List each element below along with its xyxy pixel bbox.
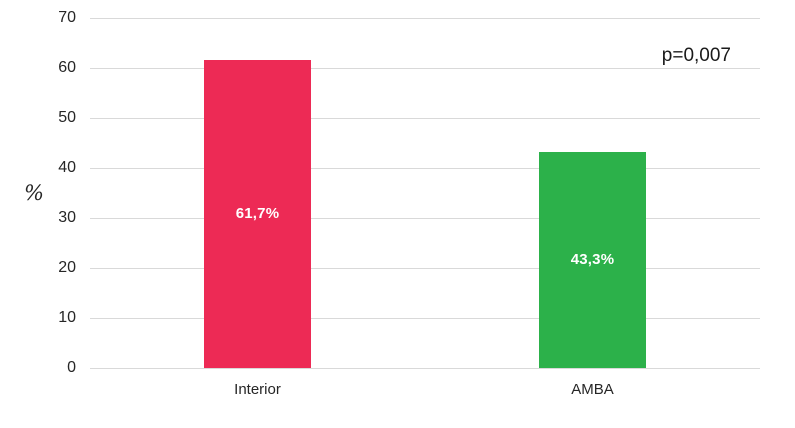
y-tick-label-50: 50 — [58, 109, 76, 126]
gridline-0 — [90, 367, 760, 369]
y-tick-label-20: 20 — [58, 259, 76, 276]
bar-interior: 61,7% — [204, 59, 311, 368]
y-tick-label-60: 60 — [58, 59, 76, 76]
gridline-40 — [90, 167, 760, 169]
bar-value-label-amba: 43,3% — [570, 251, 615, 269]
gridline-60 — [90, 67, 760, 69]
gridline-50 — [90, 117, 760, 119]
y-axis-unit-label: % — [24, 181, 44, 205]
bar-value-label-interior: 61,7% — [235, 205, 280, 223]
category-label-interior: Interior — [234, 381, 281, 398]
y-tick-label-0: 0 — [67, 359, 76, 376]
gridline-30 — [90, 217, 760, 219]
y-tick-label-70: 70 — [58, 9, 76, 26]
bar-amba: 43,3% — [539, 151, 646, 368]
gridline-70 — [90, 17, 760, 19]
gridline-10 — [90, 317, 760, 319]
category-label-amba: AMBA — [571, 381, 614, 398]
y-tick-label-30: 30 — [58, 209, 76, 226]
p-value-annotation: p=0,007 — [661, 45, 731, 66]
gridline-20 — [90, 267, 760, 269]
y-tick-label-10: 10 — [58, 309, 76, 326]
y-tick-label-40: 40 — [58, 159, 76, 176]
